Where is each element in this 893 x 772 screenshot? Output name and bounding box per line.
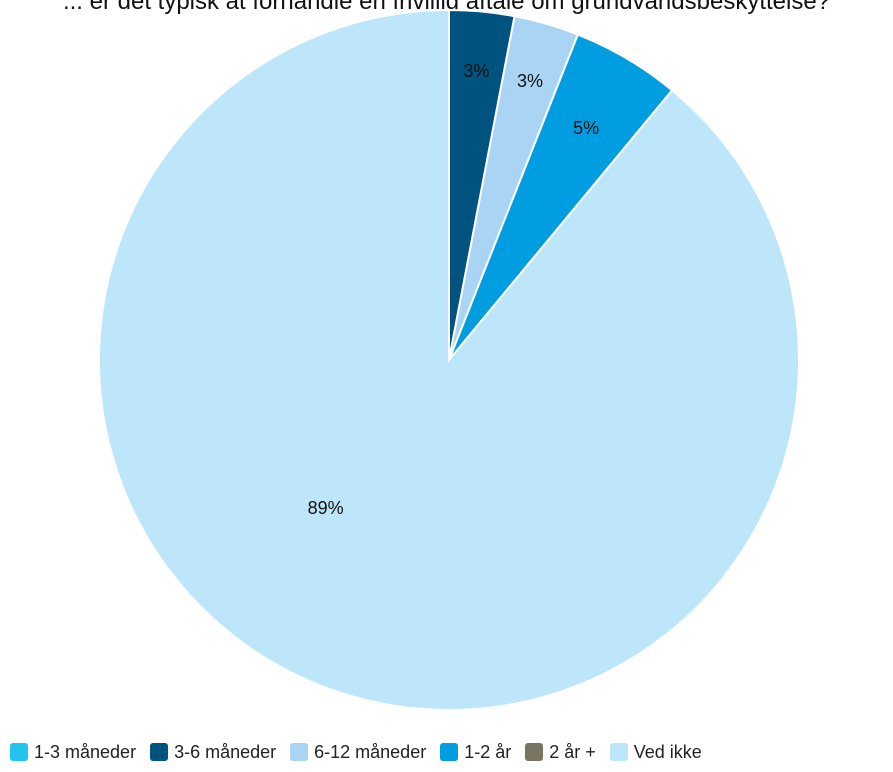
pie-slice-6 xyxy=(98,8,800,711)
legend-swatch xyxy=(10,743,28,761)
legend-label: 2 år + xyxy=(549,741,596,762)
pie-chart: 3% 3% 5% 89% xyxy=(98,8,800,711)
legend-swatch xyxy=(440,743,459,761)
legend-item-2[interactable]: 3-6 måneder xyxy=(150,742,276,763)
chart-title: ... er det typisk at forhandle en frivil… xyxy=(62,0,831,15)
legend-item-6[interactable]: Ved ikke xyxy=(609,741,702,763)
slice-label-4: 5% xyxy=(573,118,599,138)
legend: 1-3 måneder 3-6 måneder 6-12 måneder 1-2 år… xyxy=(10,739,716,765)
slice-label-2: 3% xyxy=(463,61,489,81)
legend-label: 3-6 måneder xyxy=(174,741,277,762)
legend-item-4[interactable]: 1-2 år xyxy=(440,742,511,763)
legend-swatch xyxy=(150,743,169,761)
legend-label: 1-2 år xyxy=(464,741,512,762)
legend-item-1[interactable]: 1-3 måneder xyxy=(10,742,136,763)
legend-item-5[interactable]: 2 år + xyxy=(525,742,596,763)
slice-label-3: 3% xyxy=(517,71,543,91)
legend-swatch xyxy=(290,743,309,761)
legend-item-3[interactable]: 6-12 måneder xyxy=(290,742,426,763)
legend-label: 1-3 måneder xyxy=(34,741,137,762)
legend-swatch xyxy=(525,743,544,761)
legend-label: 6-12 måneder xyxy=(314,741,427,762)
legend-swatch xyxy=(609,743,628,761)
slice-label-6: 89% xyxy=(308,498,344,518)
legend-label: Ved ikke xyxy=(633,741,702,762)
pie-labels: 3% 3% 5% 89% xyxy=(308,61,600,518)
pie-slices xyxy=(98,8,800,711)
